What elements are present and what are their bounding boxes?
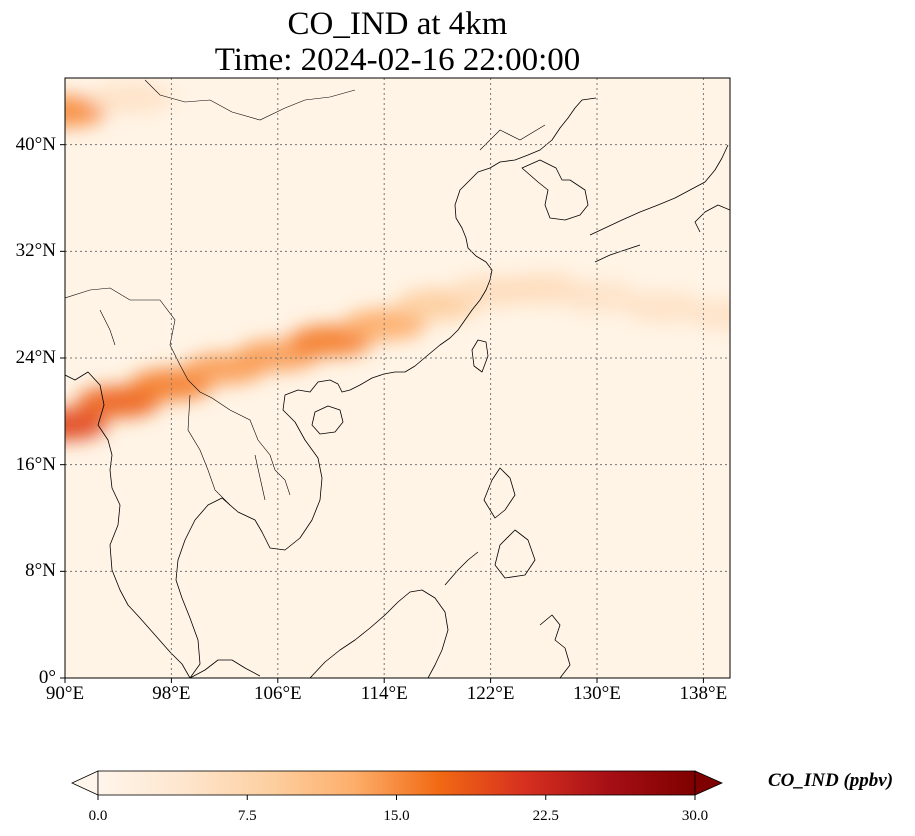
- country-borders: [65, 79, 546, 506]
- taiwan-coastline: [471, 339, 489, 373]
- plume-patch-12: [688, 299, 730, 332]
- borders: [65, 79, 546, 506]
- plume-patch-0: [65, 408, 107, 441]
- lon-tick-label: 98°E: [152, 683, 191, 704]
- colorbar-tick-marks: [97, 795, 696, 800]
- lon-tick-label: 106°E: [253, 683, 302, 704]
- malay-peninsula-coastline: [189, 659, 261, 678]
- borneo-coastline: [309, 589, 449, 678]
- colorbar-tick-label: 0.0: [88, 808, 108, 824]
- lon-tick-label: 90°E: [45, 683, 85, 704]
- lon-tick-label: 122°E: [466, 683, 515, 704]
- axis-ticks: [60, 144, 704, 683]
- colorbar-tick-label: 15.0: [383, 808, 410, 824]
- lat-tick-label: 16°N: [15, 453, 56, 475]
- map-frame: [64, 77, 731, 679]
- graticule: [65, 78, 730, 678]
- map-title-line-1: CO_IND at 4km: [287, 6, 508, 42]
- lat-tick-label: 40°N: [15, 133, 56, 155]
- map-title-line-2: Time: 2024-02-16 22:00:00: [214, 42, 581, 78]
- plume-patch-14: [89, 82, 174, 114]
- lat-tick-label: 0°: [38, 667, 56, 688]
- lon-tick-label: 130°E: [573, 683, 621, 704]
- japan-coastline: [589, 144, 730, 263]
- lat-tick-label: 8°N: [25, 560, 56, 582]
- plume-patch-11: [621, 291, 706, 324]
- korea-coastline: [521, 159, 589, 221]
- colorbar-over-arrow: [694, 770, 723, 796]
- colorbar-tick-label: 22.5: [532, 808, 559, 824]
- colorbar-bar: [97, 770, 696, 796]
- lat-tick-label: 32°N: [15, 240, 56, 262]
- hainan-coastline: [311, 405, 344, 435]
- colorbar-label: CO_IND (ppbv): [768, 770, 894, 791]
- philippines-coastline: [444, 467, 536, 586]
- plume-patch-10: [555, 280, 639, 313]
- colorbar-under-arrow: [71, 770, 99, 796]
- lat-tick-label: 24°N: [15, 347, 56, 368]
- lon-tick-label: 114°E: [360, 683, 408, 704]
- sulawesi-coastline: [539, 614, 571, 678]
- lon-tick-label: 138°E: [679, 683, 728, 704]
- colorbar-tick-label: 30.0: [681, 808, 709, 824]
- colorbar-tick-label: 7.5: [237, 808, 257, 824]
